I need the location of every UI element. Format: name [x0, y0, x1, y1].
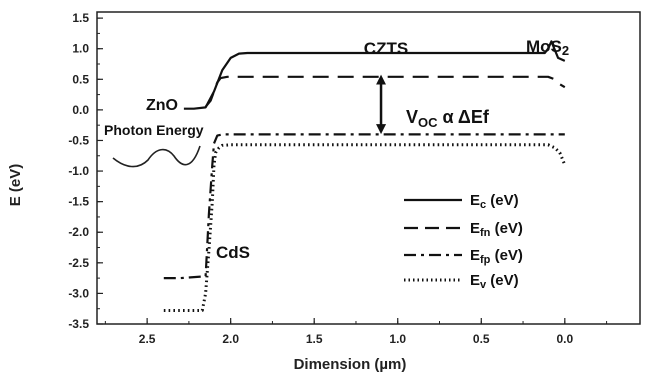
voc-subscript: OC [418, 115, 438, 130]
series-line-ev [163, 143, 567, 312]
x-tick-label: 0.0 [556, 332, 573, 346]
voc-main: V [406, 107, 418, 127]
legend-label-ev: Ev (eV) [470, 272, 519, 291]
x-tick-label: 2.0 [222, 332, 239, 346]
y-tick-label: -3.5 [68, 317, 89, 331]
plot-frame [96, 11, 641, 325]
cds-label: CdS [216, 243, 250, 262]
series-line-efn [204, 75, 566, 108]
y-tick-label: 1.0 [72, 42, 89, 56]
mos2-label: MoS2 [526, 37, 569, 58]
series-line-efp [163, 133, 565, 280]
x-tick-label: 1.0 [389, 332, 406, 346]
y-tick-label: -3.0 [68, 286, 89, 300]
photon-energy-label: Photon Energy [104, 122, 204, 138]
voc-rest: α ΔEf [438, 107, 490, 127]
voc-label: VOC α ΔEf [406, 107, 490, 130]
y-tick-label: 0.0 [72, 103, 89, 117]
legend-label-efn: Efn (eV) [470, 220, 523, 239]
axis-layer: 1.5 1.0 0.5 0.0 -0.5 -1.0 -1.5 -2.0 -2.5 -3.0 -3.5… [68, 11, 641, 346]
zno-label: ZnO [146, 97, 178, 114]
y-tick-label: 0.5 [72, 72, 89, 86]
y-tick-label: -0.5 [68, 133, 89, 147]
photon-wave-icon [112, 145, 201, 168]
x-tick-label: 2.5 [139, 332, 156, 346]
y-tick-label: -2.0 [68, 225, 89, 239]
legend-label-efp: Efp (eV) [470, 247, 523, 266]
legend: Ec (eV) Efn (eV) Efp (eV) Ev (eV) [404, 192, 523, 291]
legend-label-ec: Ec (eV) [470, 192, 519, 211]
y-tick-label: -1.5 [68, 195, 89, 209]
x-tick-label: 1.5 [306, 332, 323, 346]
y-tick-label: 1.5 [72, 11, 89, 25]
y-tick-label: -1.0 [68, 164, 89, 178]
czts-label: CZTS [364, 39, 408, 58]
x-tick-label: 0.5 [473, 332, 490, 346]
x-axis-title: Dimension (µm) [294, 356, 407, 373]
mos2-main: MoS [526, 37, 562, 56]
y-axis-title: E (eV) [7, 164, 24, 207]
series-layer [163, 40, 567, 312]
y-tick-label: -2.5 [68, 256, 89, 270]
mos2-subscript: 2 [562, 43, 569, 58]
